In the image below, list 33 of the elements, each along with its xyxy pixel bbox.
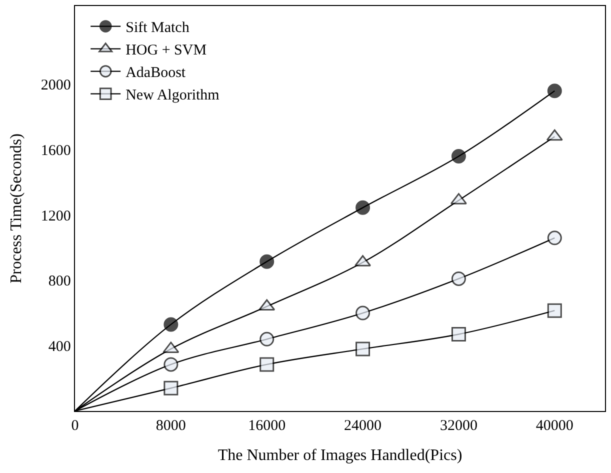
legend-label: HOG + SVM: [126, 42, 207, 59]
y-tick-label: 400: [48, 338, 71, 355]
point: [451, 327, 466, 342]
legend-label: Sift Match: [126, 20, 190, 36]
x-tick-label: 8000: [156, 418, 186, 434]
x-tick-label: 0: [71, 418, 79, 434]
x-axis-title: The Number of Images Handled(Pics): [218, 446, 462, 464]
point: [546, 129, 563, 141]
point: [164, 357, 178, 372]
point: [451, 148, 466, 164]
point: [451, 271, 466, 286]
x-tick-label: 16000: [248, 418, 286, 434]
point: [547, 230, 562, 246]
y-tick-label: 800: [48, 274, 71, 290]
point: [356, 306, 370, 320]
y-tick-label: 1200: [40, 208, 71, 224]
y-tick-label: 1600: [40, 142, 71, 159]
point: [260, 332, 274, 346]
y-tick-label: 2000: [40, 78, 71, 94]
x-tick-label: 24000: [344, 418, 382, 434]
point: [547, 84, 562, 98]
legend-label: New Algorithm: [126, 88, 220, 104]
point: [260, 357, 274, 372]
point: [547, 303, 562, 318]
point: [356, 200, 370, 215]
x-tick-label: 40000: [536, 418, 574, 434]
point: [356, 342, 370, 356]
y-axis-title: Process Time(Seconds): [8, 134, 25, 284]
point: [164, 380, 178, 396]
legend-label: AdaBoost: [126, 65, 186, 82]
x-tick-label: 32000: [440, 418, 478, 434]
point: [260, 254, 274, 269]
point: [164, 317, 178, 332]
